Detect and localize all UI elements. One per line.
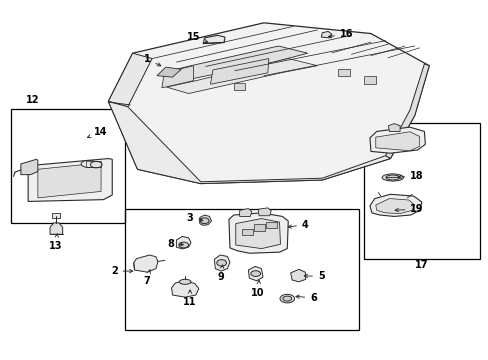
Polygon shape	[290, 269, 305, 282]
Polygon shape	[248, 266, 263, 281]
Text: 6: 6	[295, 293, 316, 303]
Polygon shape	[235, 219, 280, 249]
Ellipse shape	[179, 242, 188, 248]
Polygon shape	[375, 199, 414, 213]
Polygon shape	[157, 67, 181, 77]
Ellipse shape	[216, 260, 226, 266]
Text: 8: 8	[167, 239, 183, 249]
Bar	[85, 161, 101, 167]
Polygon shape	[28, 158, 112, 202]
Polygon shape	[210, 59, 268, 84]
Bar	[363, 123, 479, 258]
Ellipse shape	[90, 161, 102, 168]
Polygon shape	[166, 59, 317, 94]
Bar	[266, 222, 277, 228]
Polygon shape	[369, 127, 425, 153]
Polygon shape	[38, 163, 101, 198]
Polygon shape	[228, 213, 287, 253]
Bar	[125, 208, 358, 330]
Text: 5: 5	[304, 271, 324, 282]
Ellipse shape	[283, 296, 291, 301]
Polygon shape	[200, 215, 211, 225]
Text: 15: 15	[186, 32, 207, 43]
Text: 1: 1	[143, 54, 161, 66]
Bar	[254, 224, 264, 231]
Text: 2: 2	[111, 266, 133, 276]
Polygon shape	[387, 123, 399, 131]
Ellipse shape	[81, 160, 97, 167]
Polygon shape	[239, 208, 251, 216]
Text: 19: 19	[394, 204, 423, 214]
Text: 12: 12	[26, 95, 40, 105]
Polygon shape	[162, 66, 193, 88]
Polygon shape	[21, 159, 38, 175]
Ellipse shape	[280, 294, 294, 303]
Polygon shape	[258, 208, 271, 216]
Polygon shape	[375, 132, 419, 151]
Bar	[11, 109, 125, 223]
Polygon shape	[385, 64, 428, 158]
Text: 7: 7	[142, 270, 150, 286]
Ellipse shape	[200, 218, 208, 224]
Text: 14: 14	[87, 127, 107, 138]
Polygon shape	[108, 53, 152, 107]
Polygon shape	[214, 255, 229, 271]
Text: 16: 16	[328, 29, 353, 39]
Bar	[242, 229, 252, 235]
Text: 4: 4	[287, 220, 308, 230]
Text: 3: 3	[186, 212, 203, 222]
Polygon shape	[171, 281, 199, 297]
Ellipse shape	[250, 271, 260, 276]
Polygon shape	[321, 31, 331, 38]
Text: 10: 10	[251, 280, 264, 297]
Text: 11: 11	[183, 290, 196, 307]
Polygon shape	[108, 23, 428, 184]
Bar	[364, 76, 375, 84]
Ellipse shape	[179, 279, 191, 284]
Bar	[338, 69, 349, 76]
Ellipse shape	[381, 174, 403, 181]
Polygon shape	[369, 194, 421, 216]
Polygon shape	[162, 46, 307, 80]
Text: 17: 17	[414, 260, 428, 270]
Polygon shape	[133, 255, 158, 272]
Text: 9: 9	[217, 265, 224, 282]
Text: 13: 13	[49, 234, 62, 251]
Ellipse shape	[385, 175, 399, 180]
Polygon shape	[50, 223, 62, 234]
Polygon shape	[108, 102, 389, 184]
Bar	[233, 83, 245, 90]
Bar	[52, 213, 60, 217]
Polygon shape	[203, 35, 224, 44]
Polygon shape	[176, 237, 191, 249]
Text: 18: 18	[397, 171, 423, 181]
